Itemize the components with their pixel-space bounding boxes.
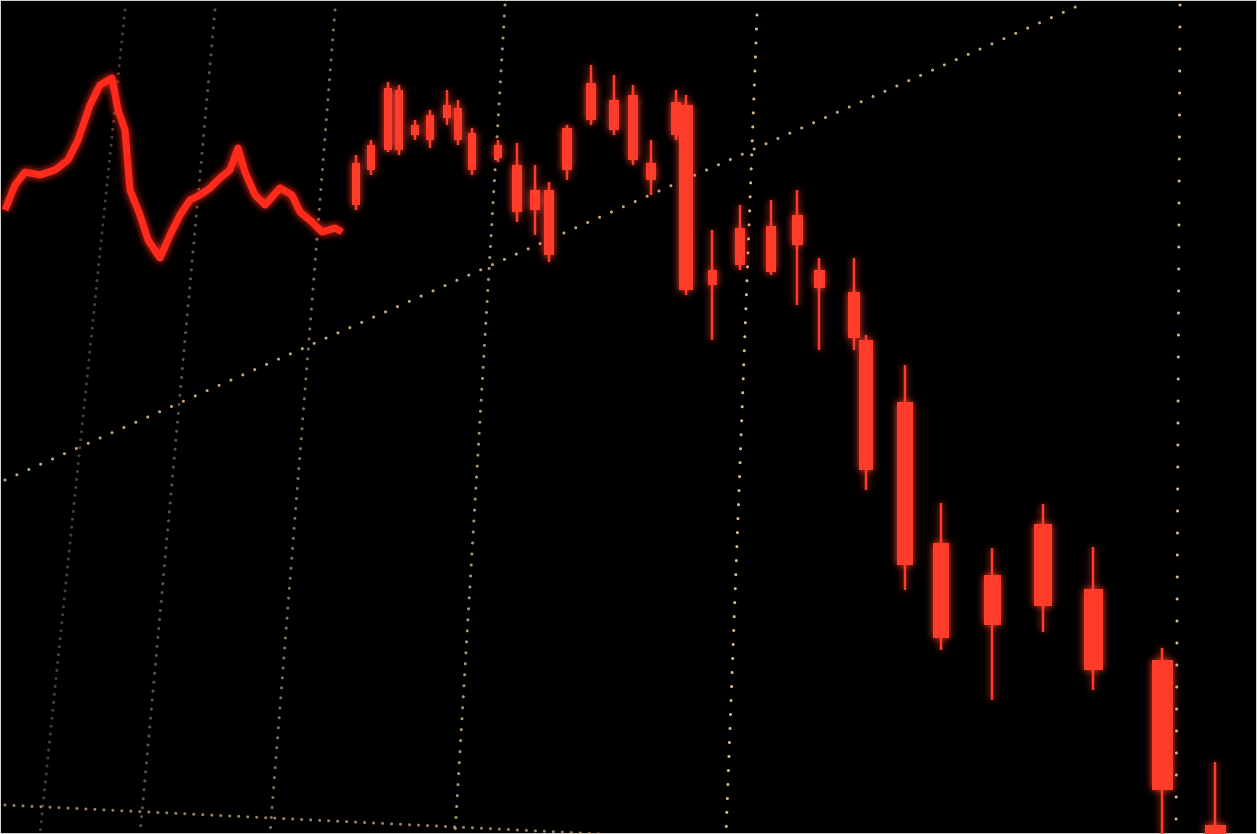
candle [628, 85, 638, 165]
candle [562, 125, 572, 180]
candle-body [933, 543, 949, 638]
candle [586, 65, 596, 125]
candle [367, 140, 375, 175]
candle-body [1152, 660, 1173, 790]
candle [1205, 762, 1226, 834]
candle [984, 548, 1001, 700]
candle-body [848, 292, 860, 338]
candle-body [671, 102, 681, 135]
candle [933, 503, 949, 650]
candle [512, 143, 522, 222]
candle [814, 258, 825, 350]
candle-body [411, 125, 419, 135]
candle-body [352, 163, 360, 205]
trend-line [3, 3, 1082, 482]
candle [708, 230, 717, 340]
candle-body [859, 340, 873, 470]
candle [443, 90, 451, 125]
candle [426, 110, 434, 148]
candle-body [544, 190, 554, 255]
candle-body [735, 228, 745, 265]
grid-line [453, 3, 507, 834]
candle [859, 335, 873, 490]
candle-body [443, 105, 451, 118]
candle [395, 85, 403, 155]
candle-body [1084, 589, 1103, 670]
candle [848, 258, 860, 350]
candle-body [512, 165, 522, 212]
candle [735, 205, 745, 270]
candle-body [367, 145, 375, 170]
candle [609, 75, 619, 135]
dotted-grid [3, 3, 1182, 834]
candle-body [586, 83, 596, 120]
candle [352, 155, 360, 210]
candle-body [530, 190, 540, 210]
candle-body [792, 215, 803, 245]
candle [766, 200, 776, 275]
candle-body [628, 95, 638, 160]
grid-line [138, 8, 217, 834]
price-line [1, 74, 344, 262]
trend-line [3, 803, 602, 834]
candle-body [679, 105, 693, 290]
price-series [1, 74, 344, 262]
candle-body [454, 108, 462, 140]
candle [1152, 648, 1173, 834]
candle-body [814, 270, 825, 288]
candle-body [708, 270, 717, 285]
candle-body [646, 163, 656, 180]
candle [1034, 504, 1052, 632]
candle [1084, 547, 1103, 690]
candle [411, 120, 419, 140]
candle [646, 140, 656, 195]
candle-body [395, 90, 403, 150]
candle-body [426, 115, 434, 140]
candle [384, 82, 392, 152]
candle [544, 182, 554, 262]
candle-body [1205, 825, 1226, 834]
candle-body [468, 133, 476, 170]
candle-body [897, 402, 913, 565]
candle [792, 190, 803, 305]
candle-body [562, 128, 572, 170]
candle [671, 90, 681, 140]
candle-body [1034, 524, 1052, 606]
candles [352, 65, 1226, 834]
candle-body [609, 100, 619, 130]
candle [897, 365, 913, 590]
grid-line [268, 8, 337, 834]
candle-body [494, 145, 502, 158]
candle-body [984, 575, 1001, 625]
candle-body [766, 226, 776, 272]
candle [454, 100, 462, 145]
candle [468, 128, 476, 175]
candle [679, 95, 693, 295]
candle-body [384, 88, 392, 150]
candle [494, 140, 502, 162]
candle [530, 165, 540, 235]
